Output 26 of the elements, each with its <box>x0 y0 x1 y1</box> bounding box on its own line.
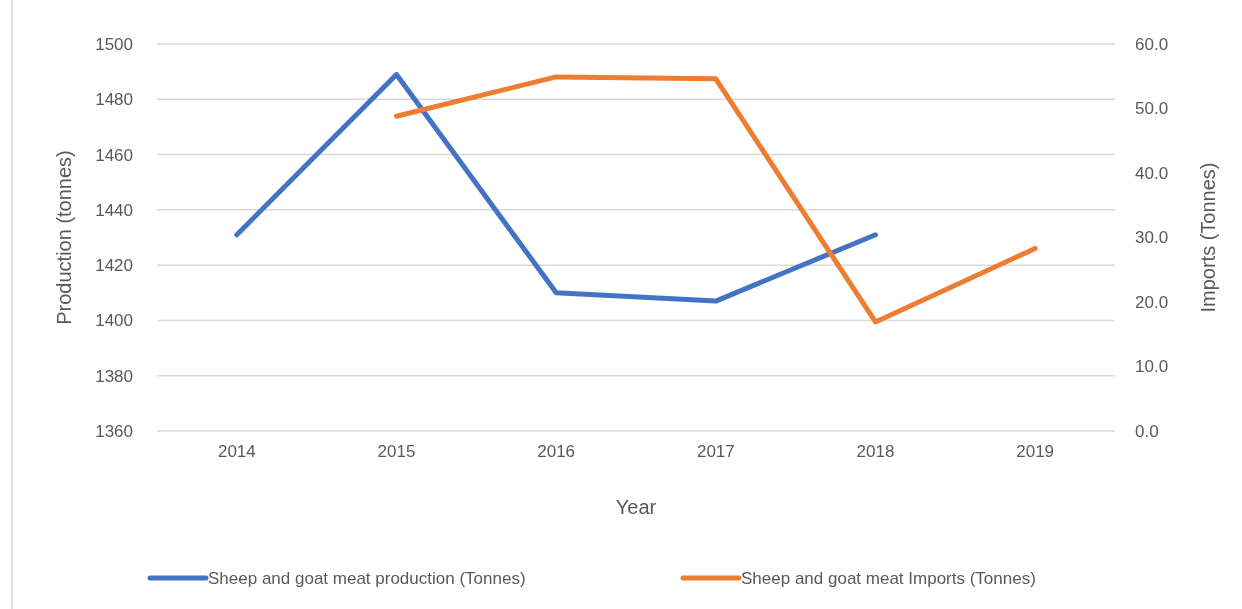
x-tick-label: 2017 <box>696 442 735 462</box>
y2-tick-label: 30.0 <box>1135 228 1169 248</box>
x-axis-title: Year <box>615 496 657 518</box>
x-tick-label: 2016 <box>537 442 576 462</box>
y-tick-label: 1360 <box>95 421 133 441</box>
y2-tick-label: 40.0 <box>1135 163 1169 183</box>
x-tick-label: 2019 <box>1016 442 1055 462</box>
legend-label: Sheep and goat meat Imports (Tonnes) <box>741 569 1036 588</box>
y-tick-label: 1480 <box>95 90 133 110</box>
y-tick-label: 1440 <box>95 200 133 220</box>
x-tick-label: 2014 <box>217 442 256 462</box>
x-tick-label: 2015 <box>377 442 416 462</box>
y2-tick-label: 20.0 <box>1135 292 1169 312</box>
y2-tick-label: 10.0 <box>1135 357 1169 377</box>
y2-axis-title: Imports (Tonnes) <box>1197 162 1219 313</box>
y-tick-label: 1420 <box>95 256 133 276</box>
y-tick-label: 1460 <box>95 145 133 165</box>
y-axis-title: Production (tonnes) <box>53 150 75 325</box>
legend-label: Sheep and goat meat production (Tonnes) <box>208 569 526 588</box>
y2-tick-label: 60.0 <box>1135 34 1169 54</box>
y2-tick-label: 50.0 <box>1135 99 1169 119</box>
y-tick-label: 1380 <box>95 366 133 386</box>
y-tick-label: 1400 <box>95 311 133 331</box>
x-tick-label: 2018 <box>856 442 895 462</box>
y-tick-label: 1500 <box>95 34 133 54</box>
y2-tick-label: 0.0 <box>1135 421 1159 441</box>
